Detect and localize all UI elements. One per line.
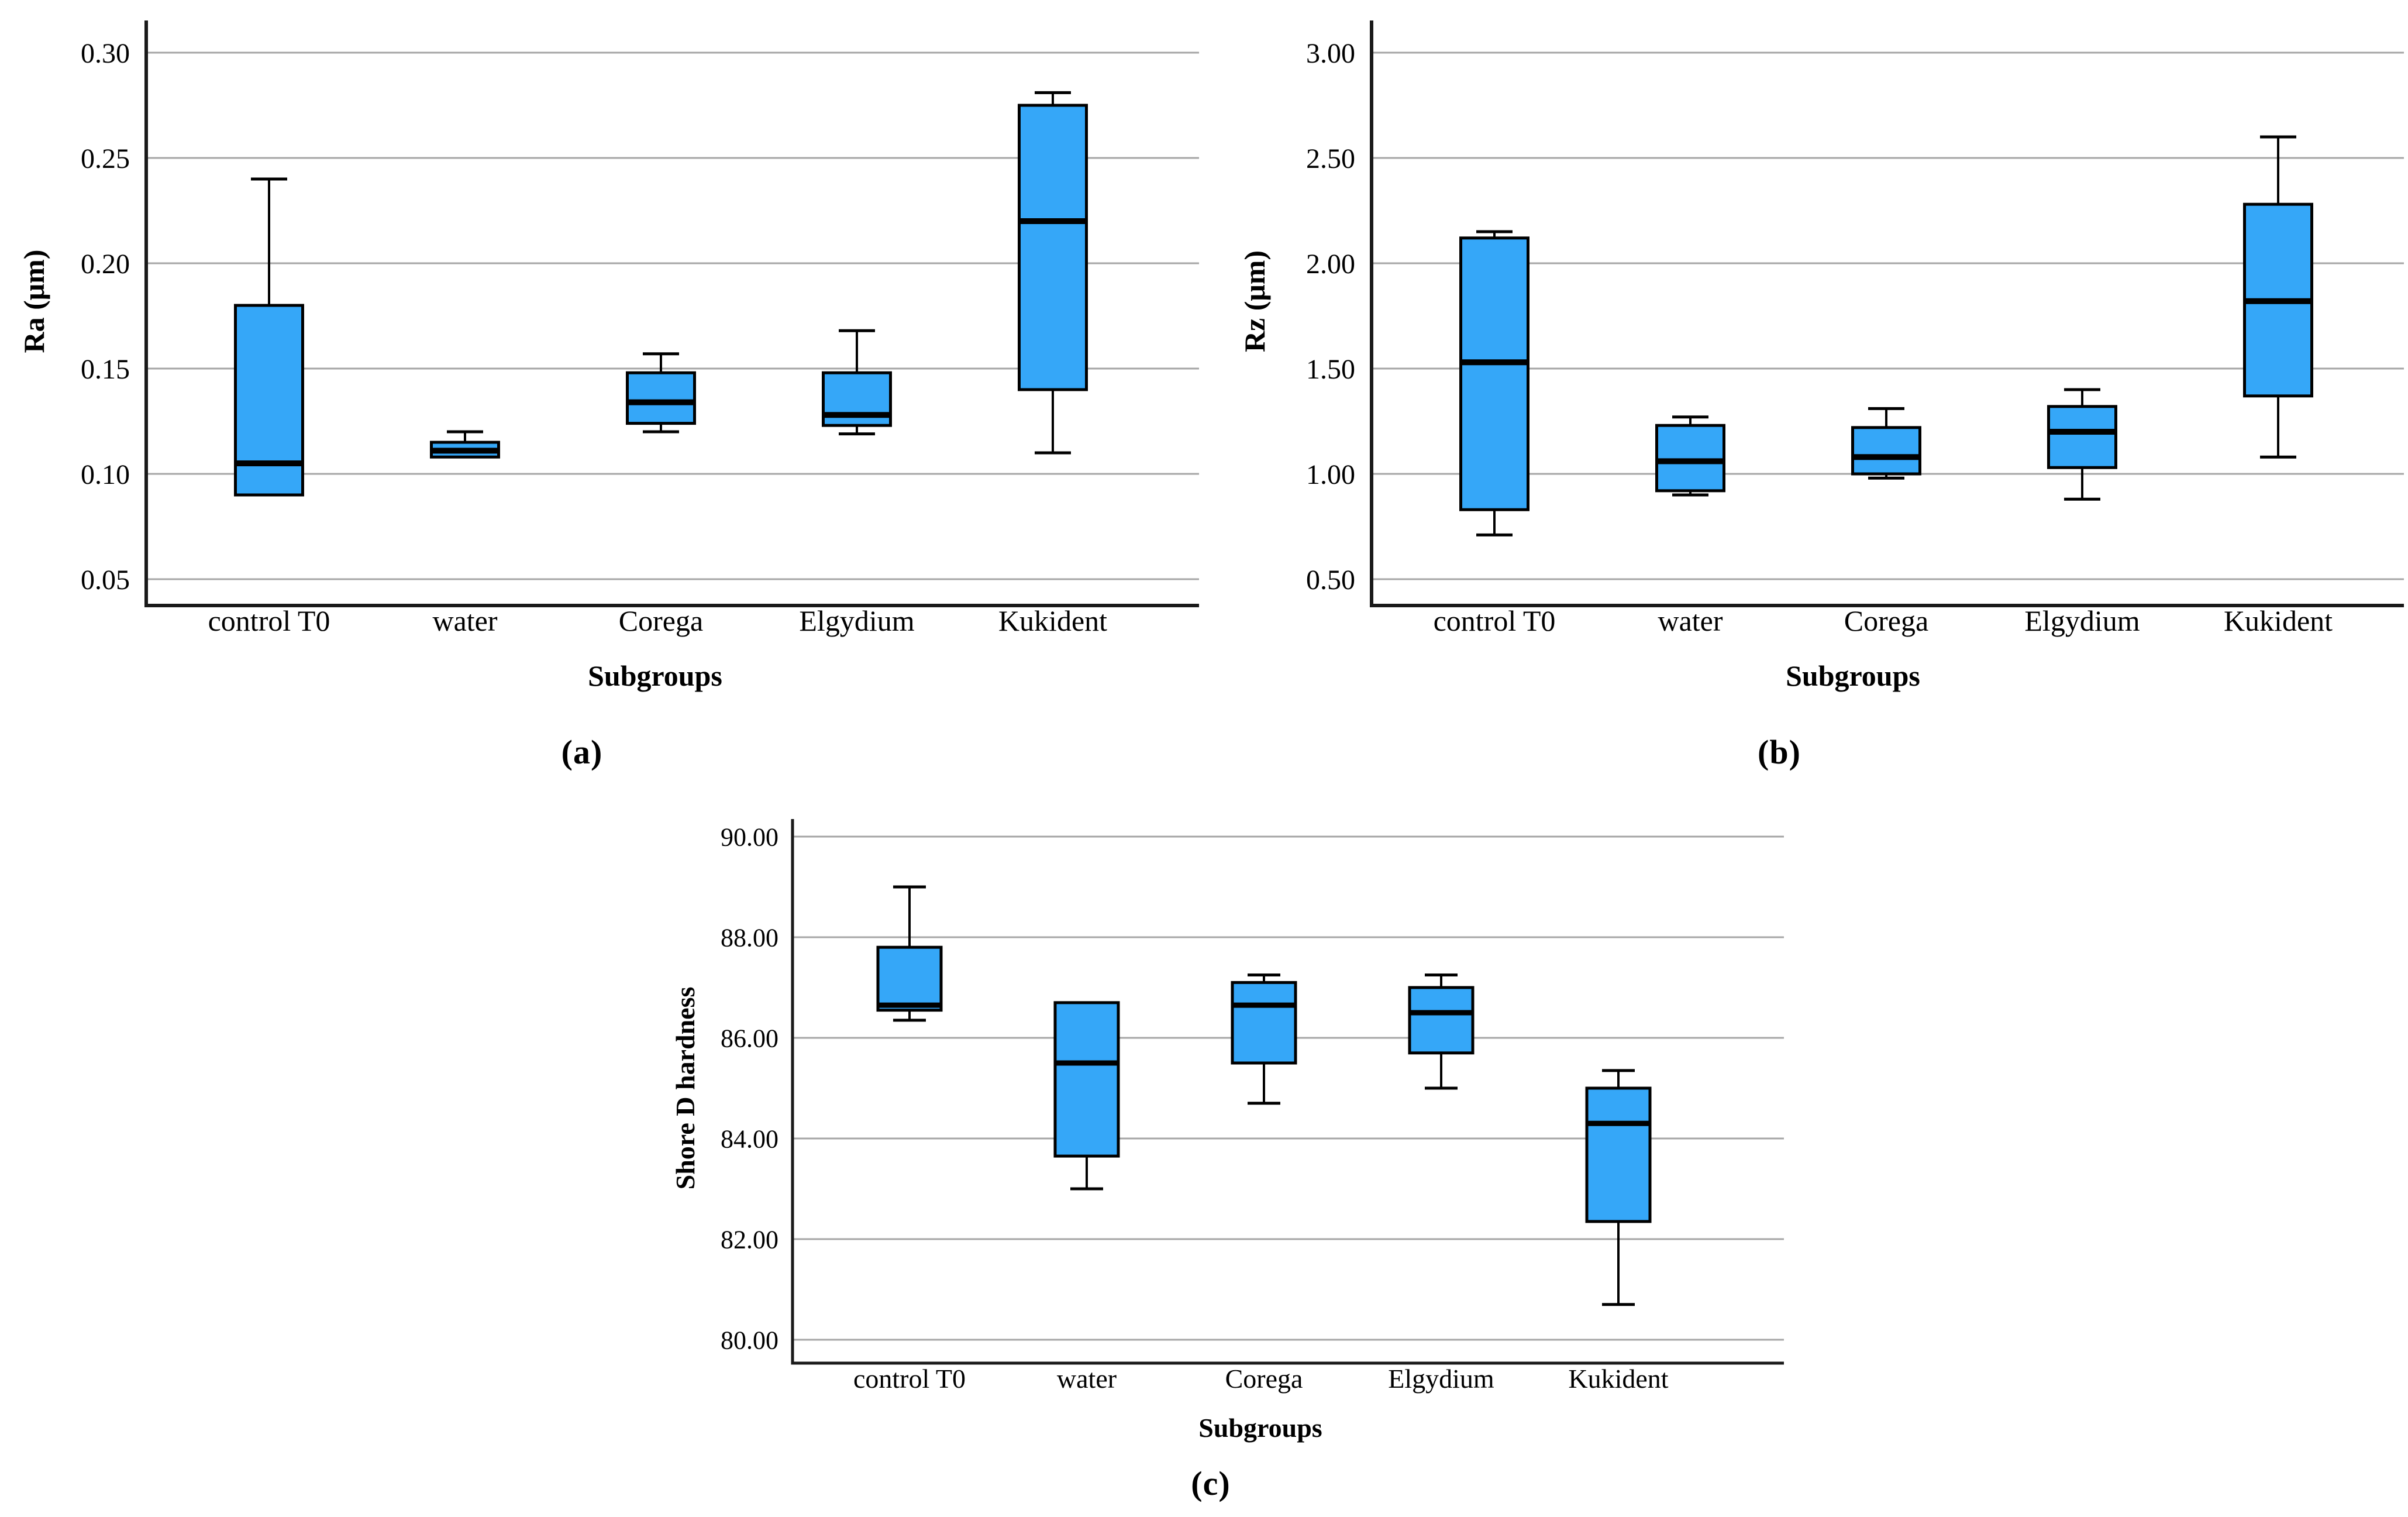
box-plot-Kukident [1018, 91, 1088, 455]
y-tick-label: 0.25 [81, 143, 130, 174]
y-tick-label: 80.00 [721, 1326, 778, 1354]
caption-b-letter: b [1769, 733, 1789, 771]
category-label: Elgydium [1388, 1364, 1494, 1394]
x-axis-title: Subgroups [1198, 1413, 1322, 1443]
box-plot-Elgydium [2047, 388, 2117, 501]
caption-a-letter: a [573, 733, 591, 771]
box-plot-Kukident [2243, 135, 2313, 459]
category-label: Corega [1225, 1364, 1303, 1394]
caption-c-close: ) [1218, 1464, 1231, 1502]
y-tick-label: 2.00 [1306, 249, 1355, 280]
box-plot-water [1655, 415, 1725, 497]
iqr-box [1459, 236, 1529, 511]
iqr-box [234, 304, 304, 497]
y-tick-label: 84.00 [721, 1124, 778, 1153]
caption-b-close: ) [1789, 733, 1801, 771]
y-tick-label: 1.00 [1306, 459, 1355, 490]
category-label: control T0 [853, 1364, 966, 1394]
box-plot-Corega [626, 352, 696, 434]
y-tick-label: 0.50 [1306, 565, 1355, 596]
iqr-box [1585, 1086, 1652, 1223]
y-tick-label: 90.00 [721, 823, 778, 851]
iqr-box [876, 945, 943, 1012]
caption-c-open: ( [1191, 1464, 1203, 1502]
y-tick-label: 1.50 [1306, 354, 1355, 385]
y-tick-label: 0.05 [81, 565, 130, 596]
category-label: Elgydium [2024, 604, 2140, 637]
category-label: Corega [1844, 604, 1928, 637]
y-tick-label: 0.10 [81, 459, 130, 490]
category-label: control T0 [1434, 604, 1556, 637]
box-plot-Corega [1231, 974, 1297, 1105]
category-label: Elgydium [799, 604, 914, 637]
category-label: water [432, 604, 497, 637]
y-tick-label: 82.00 [721, 1225, 778, 1254]
y-tick-label: 0.20 [81, 249, 130, 280]
y-tick-label: 2.50 [1306, 143, 1355, 174]
iqr-box [1231, 981, 1297, 1065]
y-tick-label: 86.00 [721, 1024, 778, 1052]
iqr-box [2047, 405, 2117, 469]
box-plot-water [430, 430, 500, 459]
category-label: Corega [619, 604, 703, 637]
chart-a-ra-boxplot: 0.30 0.25 0.20 0.15 0.10 0.05 control T0 water C… [18, 20, 1199, 692]
category-label: Kukident [998, 604, 1107, 637]
iqr-box [1018, 104, 1088, 391]
box-plot-water [1053, 1001, 1120, 1191]
iqr-box [1053, 1001, 1120, 1158]
iqr-box [1655, 424, 1725, 493]
category-label: water [1057, 1364, 1117, 1394]
iqr-box [1851, 426, 1921, 476]
caption-c-letter: c [1203, 1464, 1219, 1502]
category-label: control T0 [208, 604, 330, 637]
box-plot-Elgydium [822, 329, 892, 436]
caption-a-close: ) [591, 733, 603, 771]
box-plot-Corega [1851, 407, 1921, 480]
iqr-box [626, 371, 696, 425]
y-tick-label: 0.30 [81, 38, 130, 69]
y-tick-label: 3.00 [1306, 38, 1355, 69]
caption-a: (a) [459, 732, 705, 772]
x-axis-title: Subgroups [588, 659, 722, 692]
x-axis-title: Subgroups [1786, 659, 1920, 692]
iqr-box [1408, 986, 1475, 1055]
category-label: Kukident [2224, 604, 2333, 637]
chart-c-shore-d-boxplot: 90.00 88.00 86.00 84.00 82.00 80.00 control T0… [670, 819, 1784, 1443]
box-plot-control-T0 [234, 177, 304, 497]
box-plot-Elgydium [1408, 974, 1475, 1090]
y-axis-title: Rz (μm) [1238, 250, 1271, 352]
caption-b-open: ( [1758, 733, 1770, 771]
y-tick-label: 0.15 [81, 354, 130, 385]
category-label: Kukident [1568, 1364, 1668, 1394]
caption-a-open: ( [561, 733, 573, 771]
y-axis-title: Shore D hardness [670, 987, 700, 1190]
category-label: water [1658, 604, 1723, 637]
box-plot-control-T0 [876, 885, 943, 1022]
y-axis-title: Ra (μm) [18, 250, 50, 353]
chart-b-rz-boxplot: 3.00 2.50 2.00 1.50 1.00 0.50 control T0 water C… [1238, 20, 2404, 692]
caption-c: (c) [1088, 1464, 1334, 1503]
y-tick-label: 88.00 [721, 923, 778, 952]
caption-b: (b) [1656, 732, 1902, 772]
box-plot-Kukident [1585, 1069, 1652, 1306]
box-plot-control-T0 [1459, 230, 1529, 536]
